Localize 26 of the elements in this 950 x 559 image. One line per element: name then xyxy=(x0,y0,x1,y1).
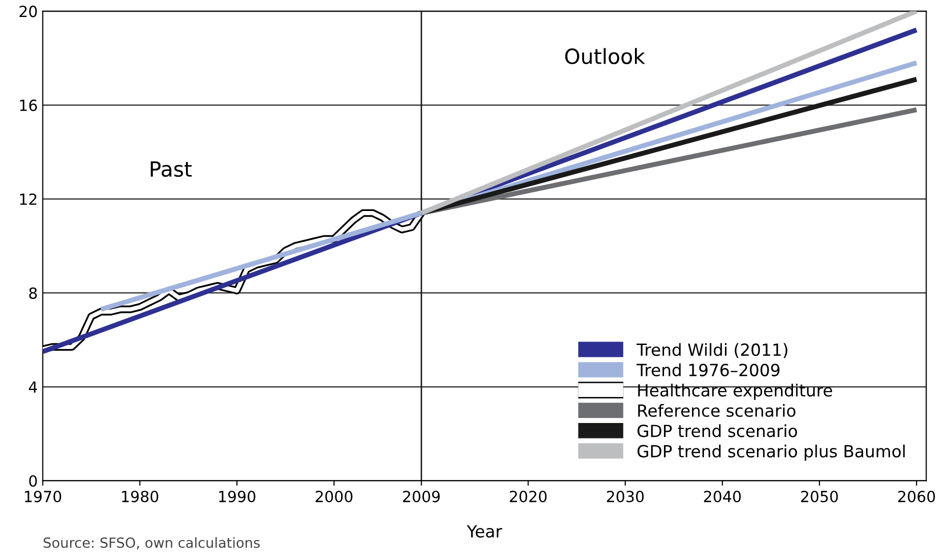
x-tick-label: 2009 xyxy=(403,490,440,502)
y-tick-label: 0 xyxy=(29,475,37,487)
x-tick-label: 2040 xyxy=(704,490,741,502)
legend-label: Reference scenario xyxy=(638,404,796,417)
y-tick-label: 4 xyxy=(28,381,38,393)
x-tick-label: 2050 xyxy=(801,490,838,502)
x-tick-label: 2020 xyxy=(510,490,547,502)
y-tick-label: 20 xyxy=(20,6,37,18)
source-note: Source: SFSO, own calculations xyxy=(44,537,260,550)
annotation: Past xyxy=(150,161,192,177)
legend-label: Healthcare expenditure xyxy=(638,384,832,400)
annotation: Outlook xyxy=(565,48,646,64)
y-tick-label: 12 xyxy=(20,193,36,205)
x-tick-label: 1980 xyxy=(122,490,158,502)
x-tick-label: 2030 xyxy=(606,490,644,502)
legend-label: Trend Wildi (2011) xyxy=(636,343,788,358)
x-tick-label: 1990 xyxy=(219,490,256,502)
x-tick-label: 2060 xyxy=(898,490,935,502)
y-tick-label: 8 xyxy=(29,287,37,299)
legend-label: Trend 1976–2009 xyxy=(636,363,780,376)
legend-label: GDP trend scenario plus Baumol xyxy=(638,444,905,461)
y-tick-label: 16 xyxy=(20,100,37,112)
x-tick-label: 2000 xyxy=(316,490,352,502)
x-axis-title: Year xyxy=(466,525,502,538)
x-tick-label: 1970 xyxy=(24,490,62,502)
legend-label: GDP trend scenario xyxy=(638,424,798,438)
